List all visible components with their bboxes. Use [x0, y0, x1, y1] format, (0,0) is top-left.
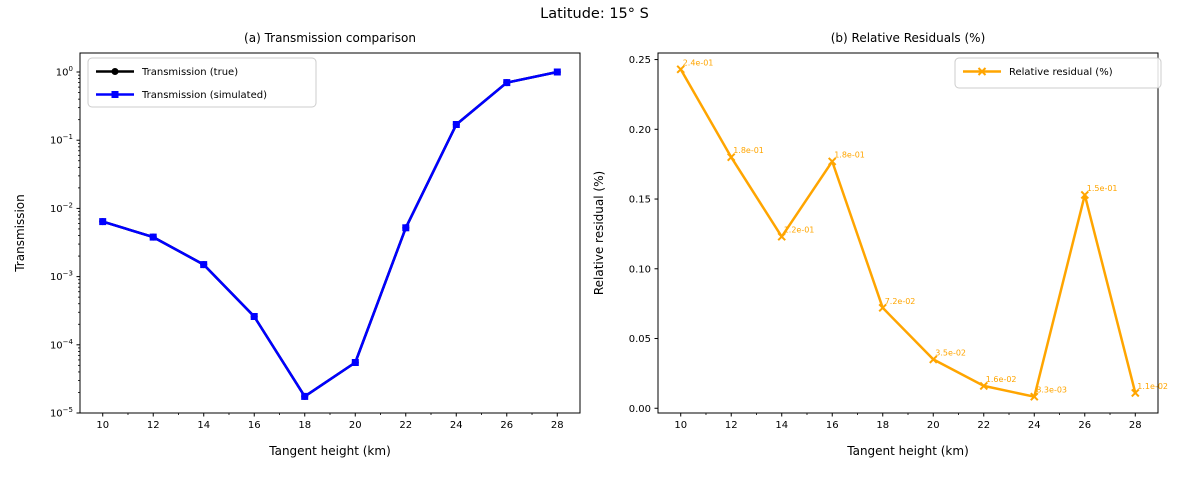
x-tick-label: 24: [1028, 420, 1041, 431]
y-tick-label: 0.00: [629, 404, 651, 415]
square-marker: [99, 218, 107, 226]
x-tick-label: 10: [96, 420, 109, 431]
x-tick-label: 20: [927, 420, 940, 431]
x-tick-label: 18: [298, 420, 311, 431]
y-tick-label: 10−5: [50, 406, 73, 420]
x-tick-label: 28: [1129, 420, 1142, 431]
legend-circle-marker: [111, 68, 119, 75]
legend-box: [954, 57, 1162, 89]
y-tick-label: 0.20: [629, 125, 651, 136]
subplot-a-title: (a) Transmission comparison: [244, 31, 416, 45]
square-marker: [351, 359, 359, 366]
x-marker: [726, 152, 736, 162]
x-tick-label: 12: [147, 420, 160, 431]
x-marker: [979, 381, 989, 391]
y-tick-label: 10−1: [50, 133, 73, 147]
point-annotation: 1.1e-02: [1137, 382, 1168, 391]
point-annotation: 1.8e-01: [834, 150, 865, 159]
y-tick-label: 0.25: [629, 55, 651, 66]
x-tick-label: 28: [551, 420, 564, 431]
y-tick-label: 0.10: [629, 264, 651, 275]
subplot-a-xaxis-label: Tangent height (km): [269, 444, 391, 458]
x-marker: [676, 65, 685, 74]
legend-x-marker: [977, 67, 987, 76]
square-marker: [503, 79, 511, 87]
square-marker: [301, 392, 309, 400]
data-line: [102, 70, 558, 398]
square-marker: [402, 224, 410, 232]
x-marker: [777, 232, 786, 241]
square-marker: [149, 233, 157, 241]
legend-square-marker: [111, 91, 119, 98]
data-line: [102, 70, 558, 398]
data-line: [679, 68, 1137, 398]
x-marker: [827, 157, 837, 166]
subplot-a-yaxis-label: Transmission: [13, 194, 27, 272]
x-marker: [1080, 190, 1090, 200]
x-marker: [878, 303, 887, 313]
point-annotation: 3.5e-02: [935, 348, 966, 357]
y-tick-label: 0.15: [629, 195, 651, 206]
figure-suptitle: Latitude: 15° S: [540, 6, 649, 22]
subplot-b-xaxis-label: Tangent height (km): [847, 444, 969, 458]
x-tick-label: 12: [725, 420, 738, 431]
point-annotation: 7.2e-02: [885, 297, 916, 306]
point-annotation: 8.3e-03: [1036, 386, 1067, 395]
x-tick-label: 14: [775, 420, 788, 431]
x-marker: [1131, 388, 1140, 398]
point-annotation: 1.6e-02: [986, 375, 1017, 384]
y-tick-label: 0.05: [629, 334, 651, 345]
point-annotation: 2.4e-01: [683, 58, 714, 67]
axes-frame: [657, 52, 1159, 414]
square-marker: [200, 261, 208, 269]
square-marker: [250, 313, 258, 320]
x-marker: [1030, 392, 1039, 401]
x-marker: [929, 355, 938, 364]
x-tick-label: 16: [248, 420, 261, 431]
subplot-b-title: (b) Relative Residuals (%): [830, 31, 986, 45]
y-tick-label: 10−3: [50, 270, 73, 284]
x-tick-label: 26: [1078, 420, 1091, 431]
x-tick-label: 14: [197, 420, 210, 431]
legend-box: [87, 57, 317, 108]
x-tick-label: 20: [349, 420, 362, 431]
y-tick-label: 10−2: [50, 201, 73, 215]
square-marker: [553, 68, 561, 76]
subplot-b-yaxis-label: Relative residual (%): [592, 170, 606, 296]
x-tick-label: 18: [876, 420, 889, 431]
point-annotation: 1.2e-01: [784, 226, 815, 235]
point-annotation: 1.8e-01: [733, 146, 764, 155]
x-tick-label: 16: [826, 420, 839, 431]
square-marker: [452, 121, 460, 128]
legend-label: Transmission (true): [141, 67, 238, 78]
point-annotation: 1.5e-01: [1087, 184, 1118, 193]
legend-label: Transmission (simulated): [141, 90, 267, 101]
x-tick-label: 24: [450, 420, 463, 431]
y-tick-label: 10−4: [50, 338, 74, 352]
legend-label: Relative residual (%): [1009, 67, 1113, 78]
x-tick-label: 26: [500, 420, 513, 431]
x-tick-label: 22: [977, 420, 990, 431]
x-tick-label: 10: [674, 420, 687, 431]
x-tick-label: 22: [399, 420, 412, 431]
y-tick-label: 100: [56, 65, 73, 79]
